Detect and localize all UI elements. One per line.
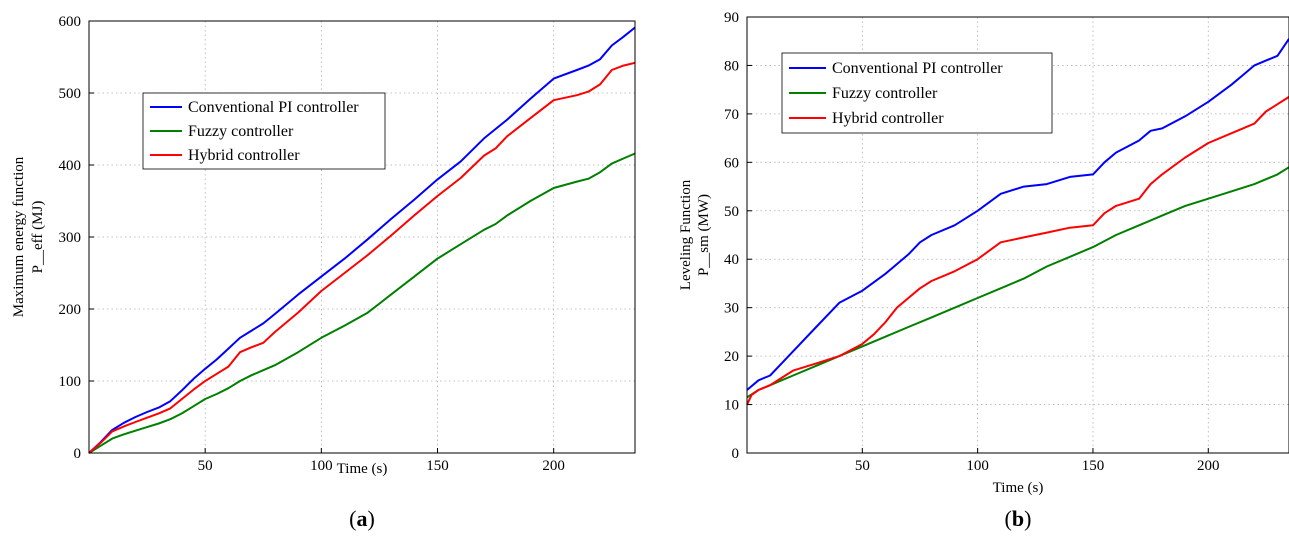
chart-b-ytick-label: 60 (724, 155, 739, 171)
chart-b-legend-box (781, 52, 1053, 134)
chart-a-xtick-label: 100 (310, 458, 333, 474)
chart-a-legend: Conventional PI controller Fuzzy control… (142, 92, 386, 170)
chart-b-ylabel-line1: Leveling Function (678, 179, 694, 290)
chart-a-ytick-label: 300 (59, 230, 82, 246)
chart-b-series-fuzzy (746, 166, 1289, 399)
chart-b-caption-letter: b (1012, 506, 1024, 531)
chart-b-frame (746, 16, 1289, 454)
chart-a-series-pi (88, 26, 636, 454)
legend-a-label-pi: Conventional PI controller (188, 99, 359, 116)
chart-b-xtick-label: 200 (1197, 458, 1220, 474)
chart-b-ytick-label: 80 (724, 58, 739, 74)
chart-b-ytick-label: 70 (724, 107, 739, 123)
chart-b-xtick-label: 50 (855, 458, 870, 474)
chart-b-ytick-label: 40 (724, 252, 739, 268)
chart-a-ylabel-line2: P__eff (MJ) (30, 201, 46, 274)
chart-b-xlabel: Time (s) (993, 480, 1044, 496)
chart-a-ytick-label: 500 (59, 86, 82, 102)
chart-a-ticks: 50 100 150 200 0 100 200 300 400 500 600 (59, 14, 565, 474)
chart-b-ticks: 50 100 150 200 0 10 20 30 40 50 60 70 80 90 (724, 10, 1220, 474)
chart-a-xlabel: Time (s) (337, 461, 388, 477)
chart-a-caption-letter: a (357, 506, 368, 531)
chart-b-xtick-label: 100 (966, 458, 989, 474)
chart-a-ytick-label: 600 (59, 14, 82, 30)
chart-a-series (88, 26, 636, 454)
chart-a-grid (89, 21, 635, 453)
chart-a-ytick-label: 100 (59, 374, 82, 390)
chart-b-caption: (b) (1005, 506, 1032, 531)
chart-b-ytick-label: 30 (724, 301, 739, 317)
chart-b-ylabel-line2: P__sm (MW) (696, 194, 712, 276)
legend-b-label-fuzzy: Fuzzy controller (832, 85, 938, 102)
chart-a-ytick-label: 400 (59, 158, 82, 174)
chart-b-legend: Conventional PI controller Fuzzy control… (781, 52, 1053, 134)
chart-b-series (746, 38, 1289, 406)
chart-a-series-hybrid (88, 61, 636, 454)
chart-a-legend-box (142, 92, 386, 170)
chart-b-series-pi (746, 38, 1289, 391)
legend-b-label-pi: Conventional PI controller (832, 60, 1003, 77)
chart-a-ytick-label: 200 (59, 302, 82, 318)
chart-b-ytick-label: 50 (724, 204, 739, 220)
chart-a-xtick-label: 50 (198, 458, 213, 474)
chart-b-xtick-label: 150 (1082, 458, 1105, 474)
chart-a-ytick-label: 0 (74, 446, 82, 462)
chart-a-ylabel-line1: Maximum energy function (11, 156, 27, 317)
chart-b-ytick-label: 10 (724, 398, 739, 414)
legend-a-label-fuzzy: Fuzzy controller (188, 123, 294, 140)
legend-a-label-hybrid: Hybrid controller (188, 147, 300, 164)
chart-a-xtick-label: 150 (426, 458, 449, 474)
legend-b-label-hybrid: Hybrid controller (832, 110, 944, 127)
chart-b-series-hybrid (746, 96, 1289, 406)
chart-b-ytick-label: 20 (724, 349, 739, 365)
chart-a-caption: (a) (349, 506, 375, 531)
chart-b-ytick-label: 90 (724, 10, 739, 26)
chart-a-xtick-label: 200 (542, 458, 565, 474)
chart-a-series-fuzzy (88, 152, 636, 454)
chart-b-ytick-label: 0 (732, 446, 740, 462)
